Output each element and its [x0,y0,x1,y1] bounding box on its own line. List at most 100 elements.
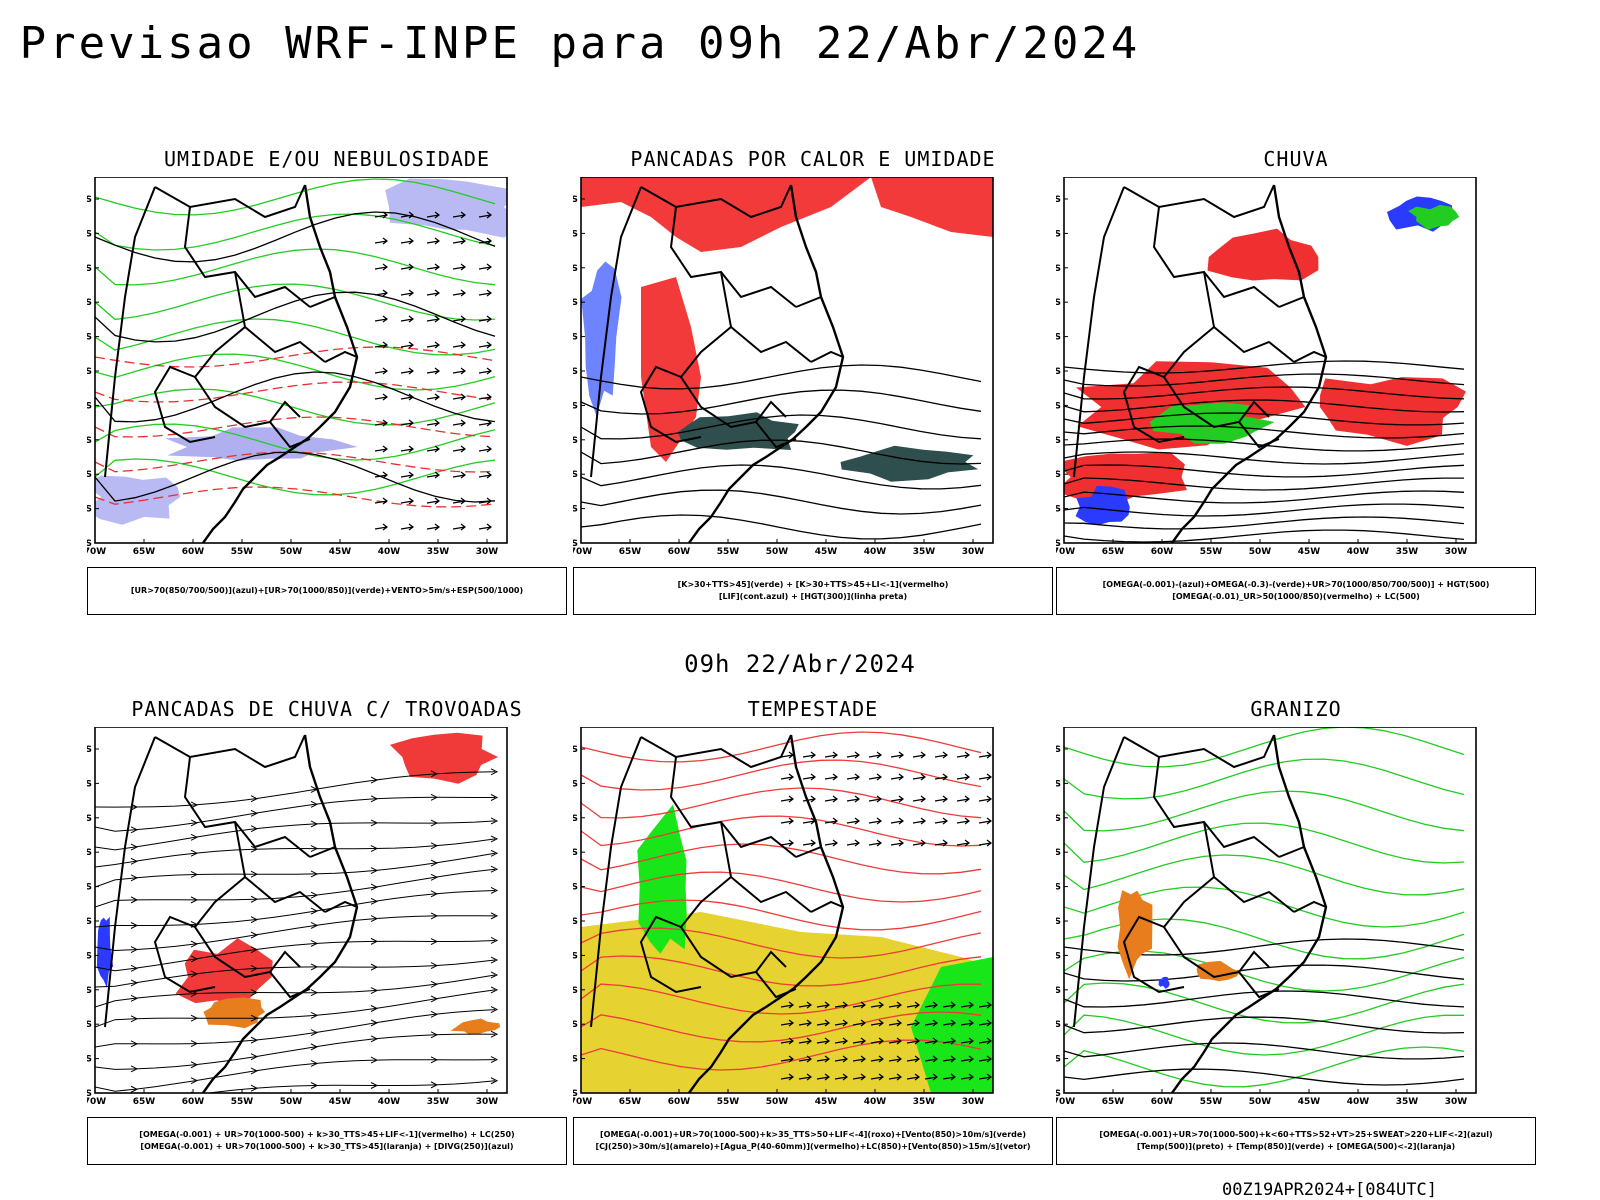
streamline [95,915,496,952]
green-contour [95,283,496,321]
height-contour [581,364,982,390]
streamline-arrow [190,819,199,827]
lon-tick-label: 35W [1396,547,1419,557]
precipitable-water-contour [581,983,981,1015]
wind-vector [978,1001,992,1009]
lat-tick-label: 30S [573,951,578,961]
height-contour [1064,412,1465,426]
legend-line: [LIF](cont.azul) + [HGT(300)](linha pret… [718,592,908,601]
wind-vector [868,751,882,759]
lat-tick-label: 39S [1056,505,1061,515]
precipitable-water-contour [581,1011,982,1043]
precipitable-water-contour [581,815,982,847]
lon-tick-label: 45W [1298,547,1321,557]
streamline-arrow [370,937,379,945]
wind-vector [978,1073,992,1081]
wind-vector [956,751,970,759]
wind-vector [374,497,388,505]
lon-tick-label: 30W [476,547,499,557]
wind-vector [452,419,466,427]
wind-vector [924,1055,938,1063]
wind-vector [906,1073,920,1081]
map-layers [581,177,993,543]
streamline-arrow [130,896,139,904]
map-frame: 12S 15S 18S 21S 24S 27S 30S 33S 36S 39S 42S70W 65W 6… [87,177,508,557]
streamline-arrow [430,995,439,1003]
state-border [679,326,787,429]
state-border [755,971,797,999]
wind-vector [478,419,492,427]
wind-vector [374,211,388,219]
wind-vector [478,211,492,219]
page-title: Previsao WRF-INPE para 09h 22/Abr/2024 [19,18,1141,69]
height-contour [1064,464,1465,478]
streamline-arrow [490,937,499,944]
wind-vector [906,1055,920,1063]
wind-vector [824,795,838,803]
red-dashed-contour [95,381,496,403]
streamline-arrow [430,1010,439,1018]
wind-vector [956,773,970,781]
state-border [104,736,156,1028]
wind-vector [870,1037,884,1045]
lat-tick-label: 39S [573,505,578,515]
state-border [1238,971,1280,999]
streamline-arrow [130,843,139,851]
wind-vector [374,393,388,401]
lat-tick-label: 33S [573,436,578,446]
wind-vector [834,1001,848,1009]
temp500-contour [1064,1016,1465,1034]
streamline-arrow [490,1077,499,1085]
green-contour [95,458,496,496]
lon-tick-label: 40W [864,1097,887,1107]
state-border [104,186,156,478]
green-contour [95,178,496,216]
green-contour [95,423,496,461]
streamline-arrow [190,833,199,841]
map-heat: 12S 15S 18S 21S 24S 27S 30S 33S 36S 39S 42S70W 65W 6… [573,177,994,557]
lat-tick-label: 36S [573,1020,578,1030]
convective-area [641,277,701,462]
rain-area-blue [1075,485,1130,526]
wind-vector [824,839,838,847]
state-border [1278,296,1327,363]
coastline [202,184,359,543]
temp850-contour [1064,1014,1464,1056]
state-border [1278,846,1327,913]
legend-line: [OMEGA(-0.001)+UR>70(1000-500)+k<60+TTS>… [1099,1130,1493,1139]
wind-vector [960,1019,974,1027]
streamline-arrow [310,963,319,971]
wind-vector [852,1073,866,1081]
legend-line: [OMEGA(-0.01)_UR>50(1000/850)(vermelho) … [1172,592,1420,601]
state-border [1162,876,1270,979]
streamline-arrow [490,956,499,964]
streamline-arrow [490,986,499,994]
streamline-arrow [130,922,139,929]
map-humidity: 12S 15S 18S 21S 24S 27S 30S 33S 36S 39S 42S70W 65W 6… [87,177,508,557]
lat-tick-label: 33S [1056,986,1061,996]
streamline-arrow [310,870,319,878]
wind-vector [452,315,466,323]
streamline-arrow [130,994,139,1002]
wind-vector [374,419,388,427]
lon-tick-label: 35W [1396,1097,1419,1107]
wind-vector [426,523,440,531]
streamline-arrow [250,946,259,954]
streamline-arrow [490,865,499,873]
wind-vector [890,817,904,825]
streamline-arrow [490,817,499,825]
wind-vector [478,341,492,349]
wind-vector [426,341,440,349]
lat-tick-label: 27S [573,367,578,377]
wind-vector [452,367,466,375]
wind-vector [798,1001,812,1009]
wind-vector [906,1001,920,1009]
state-border [1152,756,1280,858]
wind-vector [478,497,492,505]
wind-vector [846,839,860,847]
lon-tick-label: 45W [1298,1097,1321,1107]
streamline-arrow [430,980,439,988]
map-layers [95,178,507,543]
streamline-arrow [310,820,319,828]
streamline-arrow [130,1015,139,1023]
